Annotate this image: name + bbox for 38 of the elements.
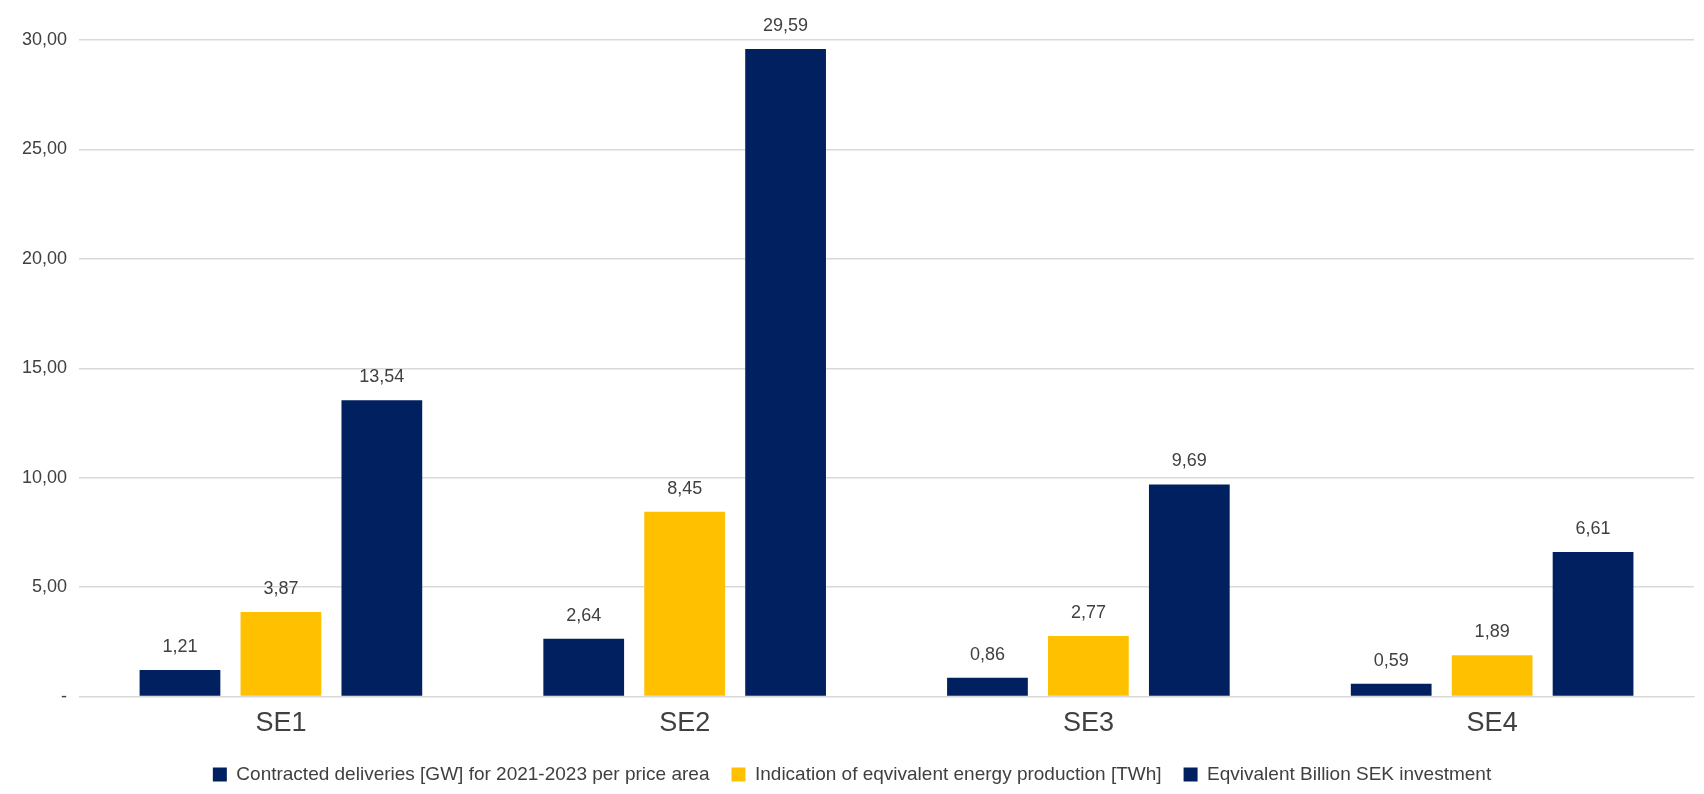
data-label: 2,77 bbox=[1070, 601, 1106, 622]
bar bbox=[1552, 551, 1634, 696]
data-label: 0,59 bbox=[1373, 649, 1409, 670]
legend-label: Eqvivalent Billion SEK investment bbox=[1207, 762, 1492, 784]
y-tick-label: 10,00 bbox=[22, 466, 68, 487]
bar bbox=[1048, 635, 1129, 696]
bar bbox=[1451, 655, 1533, 696]
y-tick-label: - bbox=[61, 685, 68, 706]
bar bbox=[240, 611, 322, 696]
bar bbox=[139, 670, 221, 696]
y-tick-label: 20,00 bbox=[22, 247, 68, 268]
bar bbox=[543, 638, 625, 696]
data-label: 29,59 bbox=[763, 14, 809, 35]
legend-label: Contracted deliveries [GW] for 2021-2023 per price area bbox=[236, 762, 710, 784]
data-label: 2,64 bbox=[566, 604, 602, 625]
data-label: 8,45 bbox=[667, 477, 703, 498]
data-label: 0,86 bbox=[969, 643, 1005, 664]
legend-label: Indication of eqvivalent energy production [TWh] bbox=[754, 762, 1162, 784]
y-tick-label: 25,00 bbox=[22, 138, 68, 159]
x-tick-label: SE4 bbox=[1466, 707, 1518, 738]
bar bbox=[644, 511, 726, 696]
bar bbox=[1350, 683, 1432, 696]
bar bbox=[745, 48, 826, 696]
data-label: 9,69 bbox=[1171, 450, 1207, 471]
bar bbox=[1148, 484, 1230, 696]
data-label: 1,21 bbox=[162, 636, 198, 657]
y-tick-label: 30,00 bbox=[22, 28, 68, 49]
x-tick-label: SE2 bbox=[659, 707, 711, 738]
data-label: 13,54 bbox=[359, 366, 405, 387]
bar bbox=[341, 400, 423, 696]
y-tick-label: 15,00 bbox=[22, 357, 68, 378]
data-label: 1,89 bbox=[1474, 621, 1510, 642]
data-label: 3,87 bbox=[263, 577, 299, 598]
y-tick-label: 5,00 bbox=[32, 576, 68, 597]
x-tick-label: SE3 bbox=[1062, 707, 1114, 738]
bar bbox=[947, 677, 1028, 696]
x-tick-label: SE1 bbox=[255, 707, 307, 738]
data-label: 6,61 bbox=[1575, 517, 1611, 538]
